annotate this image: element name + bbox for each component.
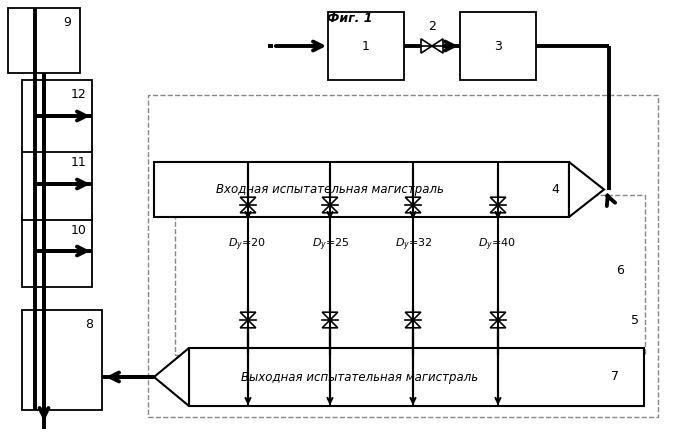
Bar [175,195,645,355]
Text: 9: 9 [63,16,71,30]
Polygon shape [154,348,189,406]
Bar [189,348,644,406]
Bar [22,148,92,220]
Polygon shape [490,205,506,213]
Text: 3: 3 [494,39,502,53]
Text: 1: 1 [362,39,370,53]
Text: 11: 11 [71,157,87,170]
Polygon shape [240,205,256,213]
Bar [154,162,569,217]
Polygon shape [240,312,256,320]
Polygon shape [240,320,256,328]
Polygon shape [569,162,604,217]
Polygon shape [322,312,338,320]
Text: $D_y$=25: $D_y$=25 [312,237,350,253]
Text: Выходная испытательная магистраль: Выходная испытательная магистраль [241,371,479,384]
Bar [8,8,80,73]
Text: 4: 4 [551,183,559,196]
Bar [328,12,404,80]
Bar [22,215,92,287]
Text: Фиг. 1: Фиг. 1 [328,11,372,24]
Text: 5: 5 [631,313,639,326]
Bar [22,80,92,152]
Text: 10: 10 [71,224,87,237]
Text: 8: 8 [85,319,93,332]
Polygon shape [490,197,506,205]
Text: $D_y$=40: $D_y$=40 [478,237,516,253]
Text: 6: 6 [616,263,624,276]
Polygon shape [405,320,421,328]
Bar [148,95,658,417]
Text: Входная испытательная магистраль: Входная испытательная магистраль [216,183,444,196]
Polygon shape [421,39,432,53]
Bar [22,310,102,410]
Polygon shape [322,320,338,328]
Polygon shape [490,312,506,320]
Bar [460,12,536,80]
Polygon shape [405,312,421,320]
Text: $D_y$=20: $D_y$=20 [228,237,266,253]
Polygon shape [322,205,338,213]
Polygon shape [432,39,443,53]
Text: $D_y$=32: $D_y$=32 [395,237,433,253]
Text: 2: 2 [428,20,436,33]
Polygon shape [490,320,506,328]
Polygon shape [322,197,338,205]
Polygon shape [240,197,256,205]
Text: 7: 7 [611,371,619,384]
Text: 12: 12 [71,89,87,102]
Polygon shape [405,205,421,213]
Polygon shape [405,197,421,205]
